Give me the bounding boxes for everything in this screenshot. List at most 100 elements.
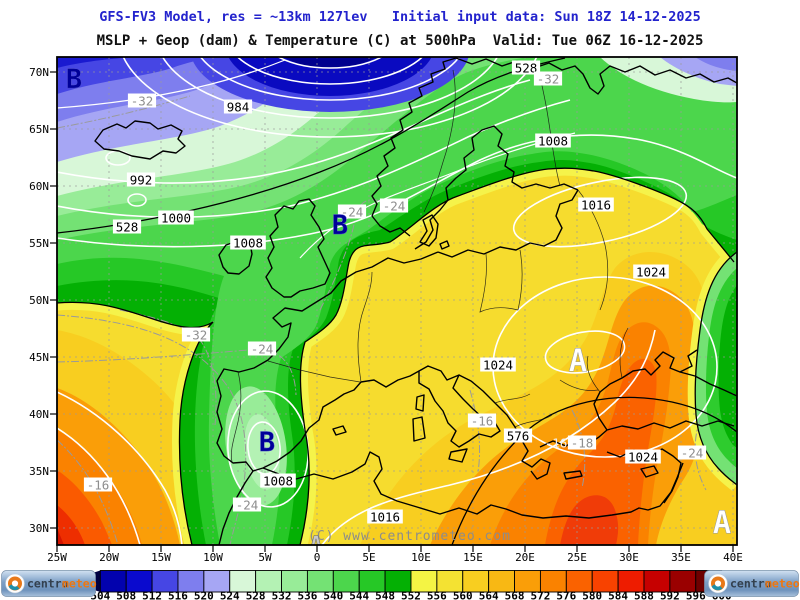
contour-label-mslp: 1024 (480, 357, 516, 373)
colorbar-tick-label: 536 (297, 590, 317, 600)
lon-tick-label: 25W (47, 551, 67, 564)
lon-tick-label: 30E (619, 551, 639, 564)
lon-tick-label: 5E (362, 551, 375, 564)
svg-text:1008: 1008 (233, 236, 263, 251)
contour-label-mslp: 1008 (260, 473, 296, 489)
lon-tick-label: 25E (567, 551, 587, 564)
lat-tick-label: 45N (29, 351, 49, 364)
lat-tick-label: 70N (29, 66, 49, 79)
lon-tick-label: 15W (151, 551, 171, 564)
colorbar-tick-label: 560 (453, 590, 473, 600)
logo-text-centro: centro (730, 577, 772, 591)
svg-text:1008: 1008 (263, 474, 293, 489)
svg-text:-32: -32 (131, 94, 154, 109)
colorbar-tick-label: 512 (142, 590, 162, 600)
contour-label-temp: -24 (232, 497, 262, 513)
geopotential-contours (57, 57, 737, 545)
colorbar-tick-label: 580 (582, 590, 602, 600)
contour-label-geo: 528 (511, 60, 541, 76)
geopotential-colorbar: 504 508 512 516 520 524 528 532 536 540 544 548 552 5… (67, 570, 755, 600)
contour-label-temp: -18 (567, 435, 597, 451)
contour-label-mslp: 992 (126, 172, 156, 188)
colorbar-tick-label: 584 (608, 590, 628, 600)
lon-tick-label: 10W (203, 551, 223, 564)
lon-tick-label: 20W (99, 551, 119, 564)
low-pressure-marker: B (332, 210, 348, 241)
lon-tick-label: 0 (314, 551, 321, 564)
colorbar-tick-label: 572 (530, 590, 550, 600)
colorbar-tick-label: 504 (90, 590, 110, 600)
lat-tick-label: 30N (29, 522, 49, 535)
contour-label-mslp: 1016 (367, 509, 403, 525)
contour-label-temp: -24 (247, 341, 277, 357)
colorbar-tick-label: 596 (686, 590, 706, 600)
colorbar-tick-label: 540 (323, 590, 343, 600)
lon-tick-label: 20E (515, 551, 535, 564)
colorbar-tick-label: 568 (505, 590, 525, 600)
colorbar-tick-label: 592 (660, 590, 680, 600)
colorbar-tick-label: 528 (246, 590, 266, 600)
colorbar-tick-label: 516 (168, 590, 188, 600)
svg-text:-32: -32 (185, 328, 208, 343)
watermark: (C) www.centrometeo.com (308, 529, 511, 544)
colorbar-tick-label: 520 (194, 590, 214, 600)
svg-text:-18: -18 (571, 436, 594, 451)
lon-tick-label: 5W (258, 551, 272, 564)
svg-text:1024: 1024 (628, 450, 658, 465)
contour-label-mslp: 1008 (230, 235, 266, 251)
logo-text-meteo: meteo (62, 577, 97, 591)
contour-label-mslp: 1000 (158, 210, 194, 226)
colorbar-tick-label: 576 (556, 590, 576, 600)
lon-tick-label: 15E (463, 551, 483, 564)
colorbar-tick-label: 564 (479, 590, 499, 600)
contour-label-mslp: 1024 (633, 264, 669, 280)
contour-label-temp: -24 (337, 204, 367, 220)
axis-ticks (50, 71, 734, 552)
high-pressure-marker: A (569, 343, 588, 379)
colorbar-tick-label: 508 (116, 590, 136, 600)
lat-tick-label: 40N (29, 408, 49, 421)
contour-label-mslp: 984 (223, 99, 253, 115)
high-pressure-marker: A (713, 505, 732, 541)
svg-text:-24: -24 (341, 205, 364, 220)
contour-label-temp: -32 (127, 93, 157, 109)
svg-text:-24: -24 (251, 342, 274, 357)
colorbar-tick-label: 532 (272, 590, 292, 600)
svg-text:1000: 1000 (161, 211, 191, 226)
contour-label-temp: -16 (83, 477, 113, 493)
lat-tick-label: 65N (29, 123, 49, 136)
logo-right: centro meteo (704, 570, 800, 597)
svg-text:528: 528 (116, 220, 139, 235)
svg-text:1008: 1008 (538, 134, 568, 149)
longitude-axis-labels: 25W 20W 15W 10W 5W 0 5E 10E 15E 20E 25E 30E 35E 40E (47, 551, 743, 564)
contour-label-temp: -24 (379, 198, 409, 214)
colorbar-tick-label: 588 (634, 590, 654, 600)
high-pressure-marker: A (309, 533, 322, 558)
colorbar-tick-label: 544 (349, 590, 369, 600)
svg-text:-32: -32 (537, 72, 560, 87)
logo-left: centro meteo (1, 570, 97, 597)
svg-text:1024: 1024 (636, 265, 666, 280)
contour-label-geo: 576 (503, 428, 533, 444)
page-subtitle: MSLP + Geop (dam) & Temperature (C) at 5… (97, 33, 704, 49)
contour-labels: 984 992 1000 1008 1008 1016 1024 1024 1024 1016 10… (83, 60, 707, 525)
lat-tick-label: 55N (29, 237, 49, 250)
contour-label-mslp: 1008 (535, 133, 571, 149)
contour-label-temp: -32 (533, 71, 563, 87)
svg-text:1016: 1016 (581, 198, 611, 213)
lon-tick-label: 40E (723, 551, 743, 564)
svg-text:-24: -24 (383, 199, 406, 214)
colorbar-tick-label: 556 (427, 590, 447, 600)
lat-tick-label: 60N (29, 180, 49, 193)
lon-tick-label: 10E (411, 551, 431, 564)
svg-text:528: 528 (515, 61, 538, 76)
svg-text:1024: 1024 (483, 358, 513, 373)
contour-label-temp: -32 (181, 327, 211, 343)
logo-text-centro: centro (27, 577, 69, 591)
contour-label-temp: -16 (467, 413, 497, 429)
contour-label-mslp: 1016 (578, 197, 614, 213)
svg-text:-16: -16 (87, 478, 110, 493)
svg-text:984: 984 (227, 100, 250, 115)
svg-text:-24: -24 (681, 446, 704, 461)
